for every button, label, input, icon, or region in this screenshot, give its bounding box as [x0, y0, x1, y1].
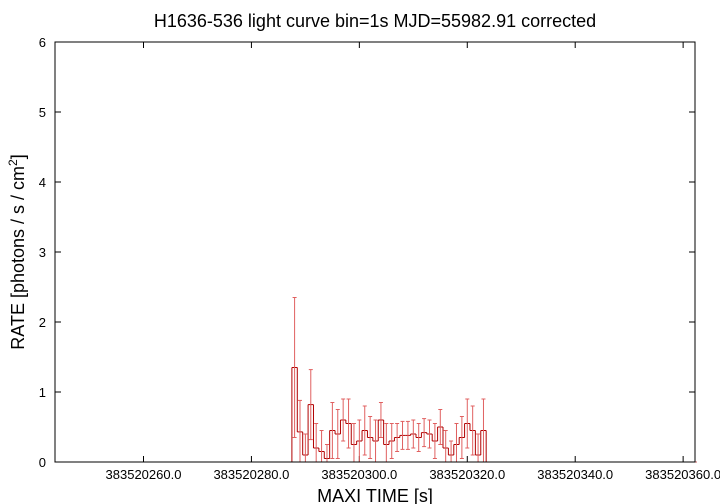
error-bar: [470, 405, 475, 456]
error-bar: [416, 423, 421, 452]
error-bar: [438, 409, 443, 445]
error-bar: [346, 398, 351, 449]
error-bar: [335, 409, 340, 459]
y-axis-label-end: ]: [8, 154, 28, 159]
error-bar: [432, 423, 437, 459]
y-tick-label: 2: [39, 315, 46, 330]
error-bar: [292, 297, 297, 438]
x-tick-label: 383520260.0: [106, 467, 182, 482]
x-tick-label: 383520360.0: [645, 467, 720, 482]
y-tick-label: 1: [39, 385, 46, 400]
error-bar: [422, 418, 427, 448]
error-bar: [427, 419, 432, 449]
y-tick-label: 6: [39, 35, 46, 50]
y-axis-label: RATE [photons / s / cm2]: [6, 154, 28, 349]
y-axis-label-sup: 2: [6, 159, 20, 166]
error-bar: [395, 423, 400, 452]
error-bar: [476, 433, 481, 463]
x-tick-label: 383520320.0: [429, 467, 505, 482]
error-bar: [465, 398, 470, 449]
error-bar: [384, 423, 389, 463]
y-tick-label: 4: [39, 175, 46, 190]
error-bar: [378, 402, 383, 438]
error-bar: [351, 423, 356, 463]
plot-frame: [54, 41, 696, 463]
error-bar: [297, 399, 302, 463]
error-bar: [389, 423, 394, 459]
error-bar: [449, 440, 454, 463]
chart-title: H1636-536 light curve bin=1s MJD=55982.9…: [154, 11, 596, 31]
error-bar: [362, 405, 367, 456]
error-bar: [411, 419, 416, 449]
error-bar: [454, 423, 459, 463]
error-bar: [303, 433, 308, 463]
error-bar: [341, 398, 346, 442]
error-bar: [400, 420, 405, 450]
x-tick-label: 383520340.0: [537, 467, 613, 482]
error-bar: [314, 423, 319, 463]
y-tick-label: 5: [39, 105, 46, 120]
error-bar: [319, 430, 324, 463]
error-bar: [459, 416, 464, 459]
x-tick-label: 383520300.0: [321, 467, 397, 482]
error-bar: [308, 369, 313, 441]
error-bar: [368, 416, 373, 459]
error-bar: [330, 402, 335, 459]
y-tick-label: 0: [39, 455, 46, 470]
y-axis-label-text: RATE [photons / s / cm: [8, 166, 28, 350]
x-axis-label: MAXI TIME [s]: [317, 486, 433, 504]
error-bar: [324, 444, 329, 463]
error-bar: [405, 420, 410, 450]
error-bar: [443, 430, 448, 463]
y-tick-label: 3: [39, 245, 46, 260]
x-tick-label: 383520280.0: [213, 467, 289, 482]
